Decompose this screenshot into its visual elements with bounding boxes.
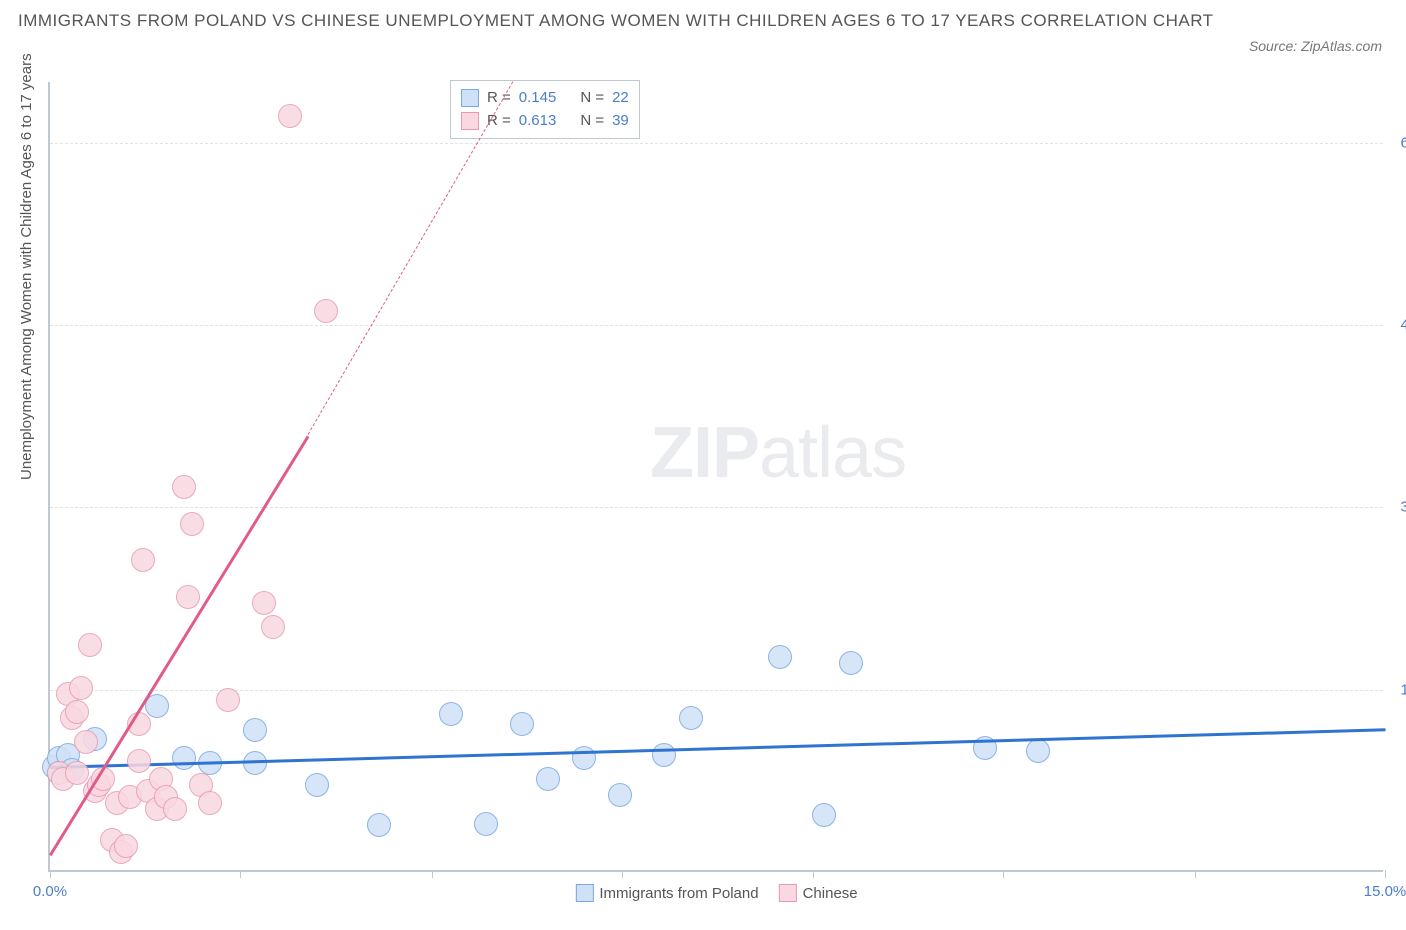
- data-point: [278, 104, 302, 128]
- n-value: 39: [612, 110, 629, 133]
- r-value: 0.613: [519, 110, 557, 133]
- data-point: [114, 834, 138, 858]
- legend-swatch-chinese: [779, 884, 797, 902]
- data-point: [367, 813, 391, 837]
- data-point: [180, 512, 204, 536]
- data-point: [172, 746, 196, 770]
- series-item-chinese: Chinese: [779, 884, 858, 902]
- chart-title: IMMIGRANTS FROM POLAND VS CHINESE UNEMPL…: [18, 8, 1388, 34]
- legend-swatch-chinese: [461, 112, 479, 130]
- chart-plot-area: ZIPatlas R = 0.145 N = 22 R = 0.613 N = …: [48, 82, 1383, 872]
- data-point: [243, 718, 267, 742]
- data-point: [216, 688, 240, 712]
- y-axis-label: Unemployment Among Women with Children A…: [18, 53, 35, 480]
- y-tick-label: 15.0%: [1388, 681, 1406, 698]
- x-tick-label: 0.0%: [33, 883, 67, 900]
- gridline: [50, 690, 1383, 691]
- n-label: N =: [580, 87, 604, 110]
- data-point: [172, 475, 196, 499]
- data-point: [768, 645, 792, 669]
- data-point: [608, 783, 632, 807]
- x-tick: [1003, 870, 1004, 878]
- data-point: [839, 651, 863, 675]
- data-point: [812, 803, 836, 827]
- gridline: [50, 325, 1383, 326]
- data-point: [176, 585, 200, 609]
- data-point: [69, 676, 93, 700]
- x-tick: [240, 870, 241, 878]
- data-point: [652, 743, 676, 767]
- data-point: [65, 700, 89, 724]
- n-label: N =: [580, 110, 604, 133]
- y-tick-label: 60.0%: [1388, 134, 1406, 151]
- x-tick-label: 15.0%: [1364, 883, 1406, 900]
- data-point: [439, 702, 463, 726]
- source-attribution: Source: ZipAtlas.com: [1249, 38, 1382, 54]
- y-tick-label: 30.0%: [1388, 499, 1406, 516]
- data-point: [510, 712, 534, 736]
- series-item-poland: Immigrants from Poland: [575, 884, 758, 902]
- data-point: [536, 767, 560, 791]
- x-tick: [622, 870, 623, 878]
- data-point: [243, 751, 267, 775]
- series-label: Immigrants from Poland: [599, 885, 758, 902]
- r-value: 0.145: [519, 87, 557, 110]
- series-legend: Immigrants from Poland Chinese: [575, 884, 857, 902]
- stats-row-1: R = 0.145 N = 22: [461, 87, 629, 110]
- x-tick: [432, 870, 433, 878]
- watermark-bold: ZIP: [650, 413, 759, 493]
- data-point: [474, 812, 498, 836]
- gridline: [50, 507, 1383, 508]
- n-value: 22: [612, 87, 629, 110]
- x-tick: [1195, 870, 1196, 878]
- data-point: [131, 548, 155, 572]
- stats-legend: R = 0.145 N = 22 R = 0.613 N = 39: [450, 80, 640, 139]
- data-point: [74, 730, 98, 754]
- watermark: ZIPatlas: [650, 412, 906, 494]
- x-tick: [1385, 870, 1386, 878]
- gridline: [50, 143, 1383, 144]
- data-point: [78, 633, 102, 657]
- data-point: [314, 299, 338, 323]
- series-label: Chinese: [803, 885, 858, 902]
- data-point: [252, 591, 276, 615]
- watermark-light: atlas: [759, 413, 906, 493]
- x-tick: [813, 870, 814, 878]
- x-tick: [50, 870, 51, 878]
- y-tick-label: 45.0%: [1388, 317, 1406, 334]
- trend-line: [308, 82, 514, 435]
- legend-swatch-poland: [575, 884, 593, 902]
- data-point: [261, 615, 285, 639]
- data-point: [65, 761, 89, 785]
- data-point: [1026, 739, 1050, 763]
- data-point: [305, 773, 329, 797]
- data-point: [198, 791, 222, 815]
- data-point: [163, 797, 187, 821]
- legend-swatch-poland: [461, 89, 479, 107]
- data-point: [679, 706, 703, 730]
- data-point: [127, 749, 151, 773]
